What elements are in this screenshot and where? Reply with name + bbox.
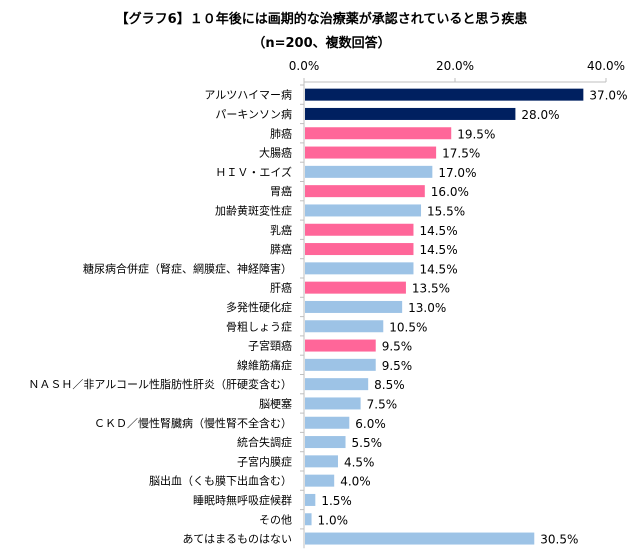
data-label: 4.5% bbox=[344, 455, 375, 469]
bar bbox=[305, 513, 312, 526]
chart-title: 【グラフ6】１０年後には画期的な治療薬が承認されていると思う疾患 bbox=[115, 12, 528, 27]
x-tick-label: 20.0% bbox=[436, 59, 474, 73]
bar bbox=[305, 281, 406, 294]
category-label: 線維筋痛症 bbox=[237, 358, 292, 372]
category-label: ＮＡＳＨ／非アルコール性脂肪性肝炎（肝硬変含む） bbox=[28, 377, 292, 391]
data-label: 28.0% bbox=[521, 108, 559, 122]
data-label: 13.0% bbox=[408, 301, 446, 315]
category-label: 肝癌 bbox=[270, 281, 292, 295]
data-label: 9.5% bbox=[382, 359, 413, 373]
category-label: 胃癌 bbox=[270, 184, 292, 198]
data-label: 17.0% bbox=[438, 166, 476, 180]
data-label: 14.5% bbox=[419, 224, 457, 238]
bar bbox=[305, 88, 584, 101]
category-label: 骨粗しょう症 bbox=[226, 319, 292, 333]
bar bbox=[305, 165, 433, 178]
category-label: 多発性硬化症 bbox=[226, 300, 292, 314]
category-label: 大腸癌 bbox=[259, 146, 292, 160]
data-label: 30.5% bbox=[540, 533, 578, 547]
bar bbox=[305, 107, 516, 120]
category-label: アルツハイマー病 bbox=[204, 88, 292, 102]
bar bbox=[305, 146, 437, 159]
data-label: 17.5% bbox=[442, 147, 480, 161]
data-label: 1.0% bbox=[318, 513, 349, 527]
category-label: 膵癌 bbox=[270, 242, 292, 256]
bar bbox=[305, 378, 369, 391]
chart-subtitle: （n=200、複数回答） bbox=[252, 36, 391, 51]
data-label: 15.5% bbox=[427, 204, 465, 218]
bar bbox=[305, 358, 376, 371]
category-label: 乳癌 bbox=[270, 223, 292, 237]
data-label: 4.0% bbox=[340, 475, 371, 489]
bar bbox=[305, 397, 361, 410]
data-label: 1.5% bbox=[321, 494, 352, 508]
category-label: 脳梗塞 bbox=[259, 396, 292, 410]
category-label: 子宮頸癌 bbox=[248, 339, 292, 353]
category-label: 子宮内膜症 bbox=[237, 454, 292, 468]
bar bbox=[305, 493, 316, 506]
bar bbox=[305, 127, 452, 140]
data-label: 37.0% bbox=[589, 89, 627, 103]
category-label: 睡眠時無呼吸症候群 bbox=[193, 493, 292, 507]
bar bbox=[305, 223, 414, 236]
bar bbox=[305, 416, 350, 429]
bar bbox=[305, 436, 346, 449]
data-label: 10.5% bbox=[389, 320, 427, 334]
bar bbox=[305, 532, 535, 545]
x-tick-label: 0.0% bbox=[289, 59, 320, 73]
category-label: ＣＫＤ／慢性腎臓病（慢性腎不全含む） bbox=[94, 416, 292, 430]
bar bbox=[305, 474, 335, 487]
data-label: 5.5% bbox=[352, 436, 383, 450]
bar bbox=[305, 300, 403, 313]
data-label: 8.5% bbox=[374, 378, 405, 392]
data-label: 6.0% bbox=[355, 417, 386, 431]
bar bbox=[305, 243, 414, 256]
data-label: 19.5% bbox=[457, 127, 495, 141]
data-label: 7.5% bbox=[367, 397, 398, 411]
bar bbox=[305, 204, 422, 217]
data-label: 14.5% bbox=[419, 262, 457, 276]
category-label: パーキンソン病 bbox=[215, 107, 292, 121]
data-label: 9.5% bbox=[382, 340, 413, 354]
bar bbox=[305, 262, 414, 275]
data-label: 13.5% bbox=[412, 282, 450, 296]
bar bbox=[305, 339, 376, 352]
bar bbox=[305, 455, 338, 468]
data-label: 14.5% bbox=[419, 243, 457, 257]
data-label: 16.0% bbox=[431, 185, 469, 199]
category-label: ＨＩＶ・エイズ bbox=[215, 165, 292, 179]
category-label: 糖尿病合併症（腎症、網膜症、神経障害） bbox=[83, 261, 292, 275]
category-label: 脳出血（くも膜下出血含む） bbox=[149, 474, 292, 488]
category-label: 肺癌 bbox=[270, 126, 292, 140]
category-label: その他 bbox=[259, 513, 292, 526]
bar bbox=[305, 185, 425, 198]
category-label: 統合失調症 bbox=[237, 435, 292, 449]
bar bbox=[305, 320, 384, 333]
category-label: あてはまるものはない bbox=[182, 533, 292, 546]
x-tick-label: 40.0% bbox=[587, 59, 625, 73]
category-label: 加齢黄斑変性症 bbox=[215, 203, 292, 217]
